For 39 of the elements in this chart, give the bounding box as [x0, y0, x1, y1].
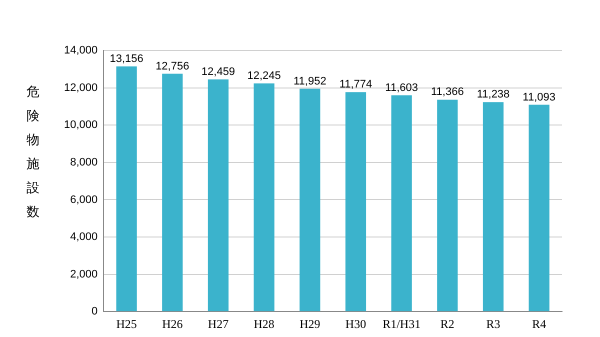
- bar: [208, 79, 229, 312]
- x-tick-label: R4: [532, 316, 546, 331]
- x-tick-label: R3: [486, 316, 500, 331]
- bar: [345, 92, 366, 312]
- data-label: 12,756: [156, 60, 190, 72]
- data-label: 13,156: [110, 52, 144, 65]
- data-label: 11,603: [385, 82, 418, 94]
- data-label: 11,093: [522, 91, 556, 104]
- data-label: 11,238: [476, 88, 510, 101]
- y-tick-label: 14,000: [64, 44, 98, 57]
- x-tick-label: H30: [345, 316, 366, 331]
- y-tick-label: 12,000: [64, 82, 98, 94]
- data-label: 12,459: [201, 66, 236, 78]
- data-label: 11,774: [339, 78, 372, 91]
- bar: [254, 83, 274, 312]
- x-tick-label: R2: [440, 316, 454, 331]
- data-label: 11,366: [430, 86, 464, 98]
- data-label: 12,245: [247, 70, 281, 82]
- y-tick-label: 2,000: [70, 268, 98, 280]
- bar: [437, 100, 458, 312]
- bar: [391, 95, 412, 312]
- y-tick-label: 0: [92, 306, 98, 318]
- x-tick-label: R1/H31: [382, 316, 421, 331]
- y-tick-label: 10,000: [64, 119, 98, 132]
- y-axis-title: 危険物施設数: [26, 84, 40, 222]
- bar: [528, 104, 550, 312]
- x-tick-label: H29: [300, 316, 320, 331]
- x-tick-label: H27: [208, 316, 229, 331]
- y-tick-label: 6,000: [70, 194, 98, 206]
- bar: [300, 88, 320, 312]
- bar: [162, 74, 183, 312]
- y-tick-label: 8,000: [70, 156, 98, 168]
- bar: [482, 102, 504, 312]
- x-tick-label: H28: [254, 316, 274, 331]
- bar: [116, 66, 137, 312]
- x-tick-label: H26: [162, 316, 183, 331]
- data-label: 11,952: [293, 75, 326, 88]
- y-tick-label: 4,000: [70, 231, 98, 244]
- x-tick-label: H25: [116, 316, 137, 331]
